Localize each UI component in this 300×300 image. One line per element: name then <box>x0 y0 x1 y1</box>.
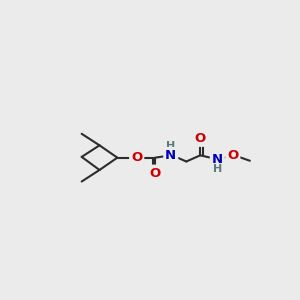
Text: O: O <box>150 167 161 180</box>
Text: O: O <box>131 151 142 164</box>
Text: H: H <box>166 141 176 151</box>
Text: O: O <box>195 132 206 145</box>
Text: N: N <box>165 149 176 162</box>
Text: N: N <box>212 153 223 166</box>
Text: H: H <box>213 164 222 174</box>
Text: O: O <box>227 149 238 162</box>
